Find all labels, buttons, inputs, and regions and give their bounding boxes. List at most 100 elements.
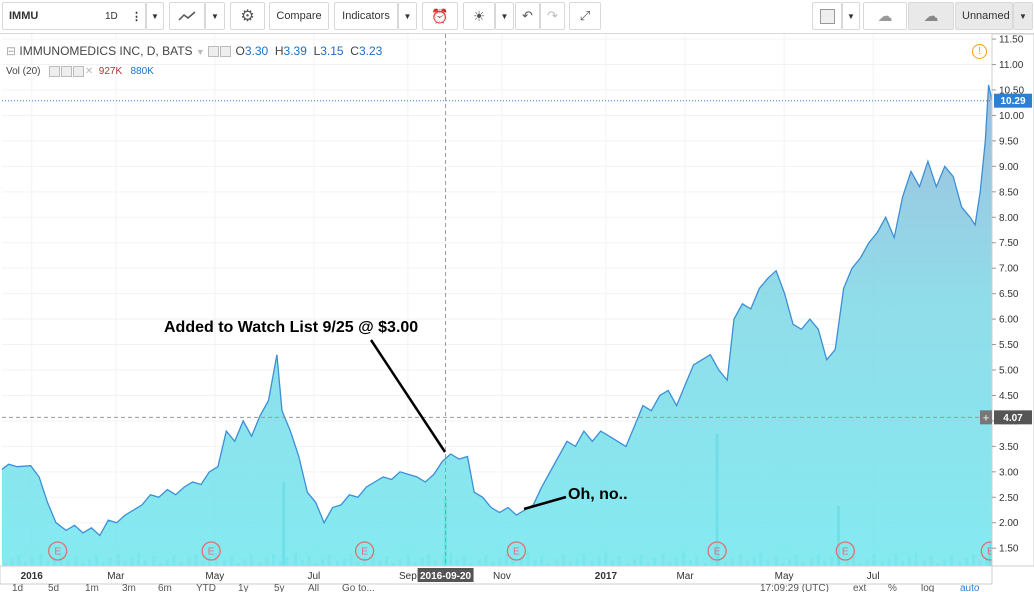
price-series xyxy=(1,84,993,567)
price-area xyxy=(2,84,992,567)
goto-button[interactable]: Go to... xyxy=(342,584,375,592)
time-tick-label: Sep xyxy=(399,571,417,582)
chevron-down-icon[interactable]: ▼ xyxy=(195,47,205,57)
interval-dropdown-button[interactable]: ▼ xyxy=(146,2,164,30)
price-tick-label: 9.00 xyxy=(999,162,1019,173)
volume-label: Vol (20) xyxy=(6,66,41,78)
volume-value: 927K xyxy=(98,66,123,78)
cloud-save-button[interactable]: ☁ xyxy=(908,2,954,30)
compare-button[interactable]: Compare xyxy=(269,2,329,30)
add-level-button[interactable] xyxy=(980,410,992,425)
open-value: 3.30 xyxy=(244,44,269,58)
redo-button[interactable]: ↷ xyxy=(540,2,565,30)
settings-icon[interactable] xyxy=(208,46,220,58)
color-dropdown[interactable]: ▼ xyxy=(842,2,860,30)
price-tick-label: 11.00 xyxy=(999,60,1024,71)
time-tick-label: Nov xyxy=(493,571,511,582)
alarm-clock-icon: ⏰ xyxy=(431,7,449,24)
price-axis[interactable]: 1.502.002.503.003.504.004.505.005.506.00… xyxy=(980,33,1034,567)
warning-icon[interactable]: ! xyxy=(972,44,987,59)
collapse-icon[interactable]: ⊟ xyxy=(6,44,17,58)
chart-style-dropdown[interactable]: ▼ xyxy=(205,2,225,30)
compare-label: Compare xyxy=(276,10,322,22)
earnings-event-label: E xyxy=(54,547,61,558)
more-dots-icon[interactable]: ⋮ xyxy=(131,10,142,23)
earnings-event-marker[interactable] xyxy=(707,541,727,561)
period-5d[interactable]: 5d xyxy=(48,584,60,592)
ideas-button[interactable]: ☀ xyxy=(463,2,495,30)
fullscreen-button[interactable]: ⤢ xyxy=(569,2,601,30)
period-1d[interactable]: 1d xyxy=(12,584,24,592)
color-swatch-icon xyxy=(819,8,835,24)
line-chart-icon xyxy=(178,11,196,21)
earnings-event-label: E xyxy=(714,547,721,558)
lock-icon[interactable] xyxy=(72,66,84,77)
earnings-event-marker[interactable] xyxy=(354,541,375,561)
crosshair-date-badge xyxy=(417,568,474,582)
chevron-down-icon: ▼ xyxy=(151,11,159,21)
auto-toggle[interactable]: auto xyxy=(960,584,980,592)
period-6m[interactable]: 6m xyxy=(158,584,172,592)
indicators-dropdown[interactable]: ▼ xyxy=(398,2,417,30)
time-tick-label: 2017 xyxy=(595,571,618,582)
undo-button[interactable]: ↶ xyxy=(515,2,540,30)
earnings-event-marker[interactable] xyxy=(835,541,855,561)
ideas-dropdown[interactable]: ▼ xyxy=(495,2,514,30)
annotation-arrow xyxy=(523,495,567,511)
interval-label[interactable]: 1D xyxy=(105,10,118,22)
settings-icon[interactable] xyxy=(48,66,60,77)
time-axis[interactable]: 2016 Mar May Jul Sep Nov 2017 Mar May Jul 2016-09-… xyxy=(0,565,993,585)
close-icon[interactable]: ✕ xyxy=(84,66,94,78)
price-tick-label: 5.00 xyxy=(999,366,1019,377)
redo-icon: ↷ xyxy=(547,8,558,23)
time-axis-panel[interactable] xyxy=(0,565,993,585)
color-picker-button[interactable] xyxy=(812,2,842,30)
series-legend: ⊟ IMMUNOMEDICS INC, D, BATS ▼ O3.30 H3.3… xyxy=(6,44,382,58)
period-5y[interactable]: 5y xyxy=(274,584,285,592)
layout-name-button[interactable]: Unnamed xyxy=(955,2,1013,30)
hide-icon[interactable] xyxy=(60,66,72,77)
earnings-event-label: E xyxy=(987,547,994,558)
earnings-event-marker[interactable] xyxy=(506,541,527,561)
oh-no-annotation[interactable]: Oh, no.. xyxy=(568,486,628,503)
price-axis-panel[interactable] xyxy=(991,33,1034,567)
watch-list-annotation[interactable]: Added to Watch List 9/25 @ $3.00 xyxy=(164,319,419,336)
plus-icon[interactable]: + xyxy=(983,412,989,424)
period-all[interactable]: All xyxy=(308,584,320,592)
settings-button[interactable]: ⚙ xyxy=(230,2,265,30)
cloud-load-button[interactable]: ☁ xyxy=(863,2,907,30)
chevron-down-icon: ▼ xyxy=(500,11,509,21)
last-price-value: 10.29 xyxy=(1000,96,1025,107)
period-3m[interactable]: 3m xyxy=(122,584,136,592)
crosshair-date-value: 2016-09-20 xyxy=(420,571,472,582)
period-1y[interactable]: 1y xyxy=(238,584,249,592)
earnings-event-label: E xyxy=(513,547,520,558)
legend-title: IMMUNOMEDICS INC, D, BATS xyxy=(19,44,193,58)
toolbar: IMMU 1D ⋮ ▼ ▼ ⚙ Compare Indicators ▼ ⏰ ☀… xyxy=(0,0,1034,34)
earnings-event-label: E xyxy=(208,547,215,558)
period-ytd[interactable]: YTD xyxy=(196,584,216,592)
earnings-event-marker[interactable] xyxy=(48,541,68,561)
hide-icon[interactable] xyxy=(220,46,232,58)
price-tick-label: 10.00 xyxy=(999,111,1024,122)
ext-toggle[interactable]: ext xyxy=(853,584,867,592)
percent-toggle[interactable]: % xyxy=(888,584,897,592)
last-price-badge xyxy=(994,93,1032,108)
close-value: 3.23 xyxy=(358,44,383,58)
price-tick-label: 1.50 xyxy=(999,544,1019,555)
earnings-event-marker[interactable] xyxy=(201,541,221,561)
time-tick-label: May xyxy=(205,571,224,582)
symbol-search-input[interactable]: IMMU 1D ⋮ xyxy=(2,2,146,30)
chart-overlays xyxy=(2,34,992,566)
layout-dropdown[interactable]: ▼ xyxy=(1013,2,1033,30)
indicators-button[interactable]: Indicators xyxy=(334,2,398,30)
period-1m[interactable]: 1m xyxy=(85,584,99,592)
log-toggle[interactable]: log xyxy=(921,584,935,592)
time-tick-label: May xyxy=(775,571,794,582)
chart-style-button[interactable] xyxy=(169,2,205,30)
price-tick-label: 7.00 xyxy=(999,264,1019,275)
alert-button[interactable]: ⏰ xyxy=(422,2,458,30)
price-tick-label: 3.50 xyxy=(999,442,1019,453)
